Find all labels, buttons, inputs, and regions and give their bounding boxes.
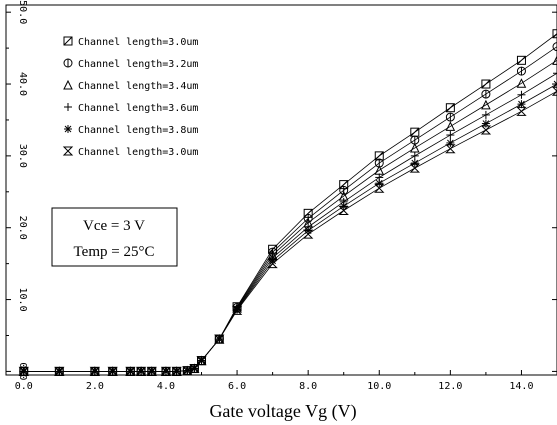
- data-point: [445, 103, 455, 113]
- data-point: [446, 131, 455, 140]
- data-point: [231, 305, 243, 315]
- legend-marker-5: [64, 125, 72, 133]
- data-point: [375, 179, 384, 188]
- y-tick-label: 0.0: [17, 362, 28, 380]
- y-tick-label: 40.0: [17, 72, 28, 96]
- legend-label-2: Channel length=3.2um: [78, 59, 198, 70]
- condition-box: Vce = 3 V Temp = 25°C: [51, 207, 178, 267]
- x-axis-ticks: 0.0 2.0 4.0 6.0 8.0 10.0 12.0 14.0: [15, 370, 557, 392]
- data-point: [516, 78, 527, 88]
- data-point: [338, 205, 349, 215]
- data-point: [517, 90, 526, 99]
- data-point: [445, 121, 456, 131]
- data-point: [171, 366, 182, 376]
- legend-label-6: Channel length=3.0um: [78, 147, 198, 158]
- y-tick-label: 30.0: [17, 144, 28, 168]
- legend: Channel length=3.0um Channel length=3.2u…: [62, 36, 198, 158]
- legend-marker-6: [62, 146, 74, 156]
- data-point: [553, 69, 557, 78]
- y-tick-label: 10.0: [17, 288, 28, 312]
- legend-marker-1: [63, 36, 73, 46]
- data-point: [552, 42, 557, 52]
- data-point: [18, 366, 29, 376]
- data-point: [189, 364, 200, 374]
- data-point: [552, 55, 557, 65]
- x-tick-label: 6.0: [228, 381, 246, 392]
- x-tick-label: 14.0: [509, 381, 533, 392]
- data-point: [480, 125, 492, 135]
- data-point: [146, 366, 157, 376]
- data-point: [89, 366, 101, 376]
- x-tick-label: 2.0: [86, 381, 104, 392]
- temp-annotation: Temp = 25°C: [74, 244, 155, 260]
- data-point: [552, 29, 557, 39]
- data-point: [516, 55, 526, 65]
- legend-label-4: Channel length=3.6um: [78, 103, 198, 114]
- data-point: [481, 110, 490, 119]
- plot-frame: [5, 4, 557, 376]
- data-point: [182, 366, 193, 376]
- legend-marker-3: [63, 79, 73, 90]
- data-point: [517, 100, 526, 109]
- x-tick-label: 12.0: [438, 381, 462, 392]
- data-point: [409, 163, 421, 173]
- data-point: [54, 366, 65, 376]
- condition-box-frame: [51, 207, 178, 267]
- data-point: [445, 112, 455, 122]
- y-tick-label: 20.0: [17, 216, 28, 240]
- x-tick-label: 10.0: [367, 381, 391, 392]
- data-point: [374, 183, 385, 193]
- data-point: [233, 305, 242, 314]
- data-point: [481, 79, 491, 89]
- data-point: [267, 259, 278, 269]
- data-point: [410, 159, 419, 168]
- data-point: [481, 89, 491, 99]
- data-point: [410, 127, 420, 137]
- x-tick-label: 8.0: [299, 381, 317, 392]
- vce-annotation: Vce = 3 V: [83, 218, 145, 234]
- data-point: [135, 366, 147, 376]
- data-point: [196, 356, 207, 366]
- x-axis-title: Gate voltage Vg (V): [209, 401, 356, 422]
- data-point: [214, 334, 225, 344]
- data-point: [125, 366, 136, 376]
- x-tick-label: 0.0: [15, 381, 33, 392]
- legend-marker-4: [64, 103, 72, 111]
- y-tick-label: 50.0: [17, 0, 28, 24]
- data-point: [160, 366, 172, 376]
- legend-marker-2: [63, 58, 73, 68]
- data-point: [410, 151, 419, 160]
- legend-label-1: Channel length=3.0um: [78, 37, 198, 48]
- data-point: [551, 86, 557, 96]
- data-point: [516, 106, 527, 116]
- legend-label-5: Channel length=3.8um: [78, 125, 198, 136]
- x-tick-label: 4.0: [157, 381, 175, 392]
- data-point: [445, 144, 456, 154]
- legend-label-3: Channel length=3.4um: [78, 81, 198, 92]
- data-point: [516, 66, 526, 76]
- data-point: [481, 99, 491, 110]
- data-point: [302, 229, 314, 239]
- y-axis-ticks: 0.0 10.0 20.0 30.0 40.0 50.0: [6, 0, 557, 380]
- data-point: [107, 366, 118, 376]
